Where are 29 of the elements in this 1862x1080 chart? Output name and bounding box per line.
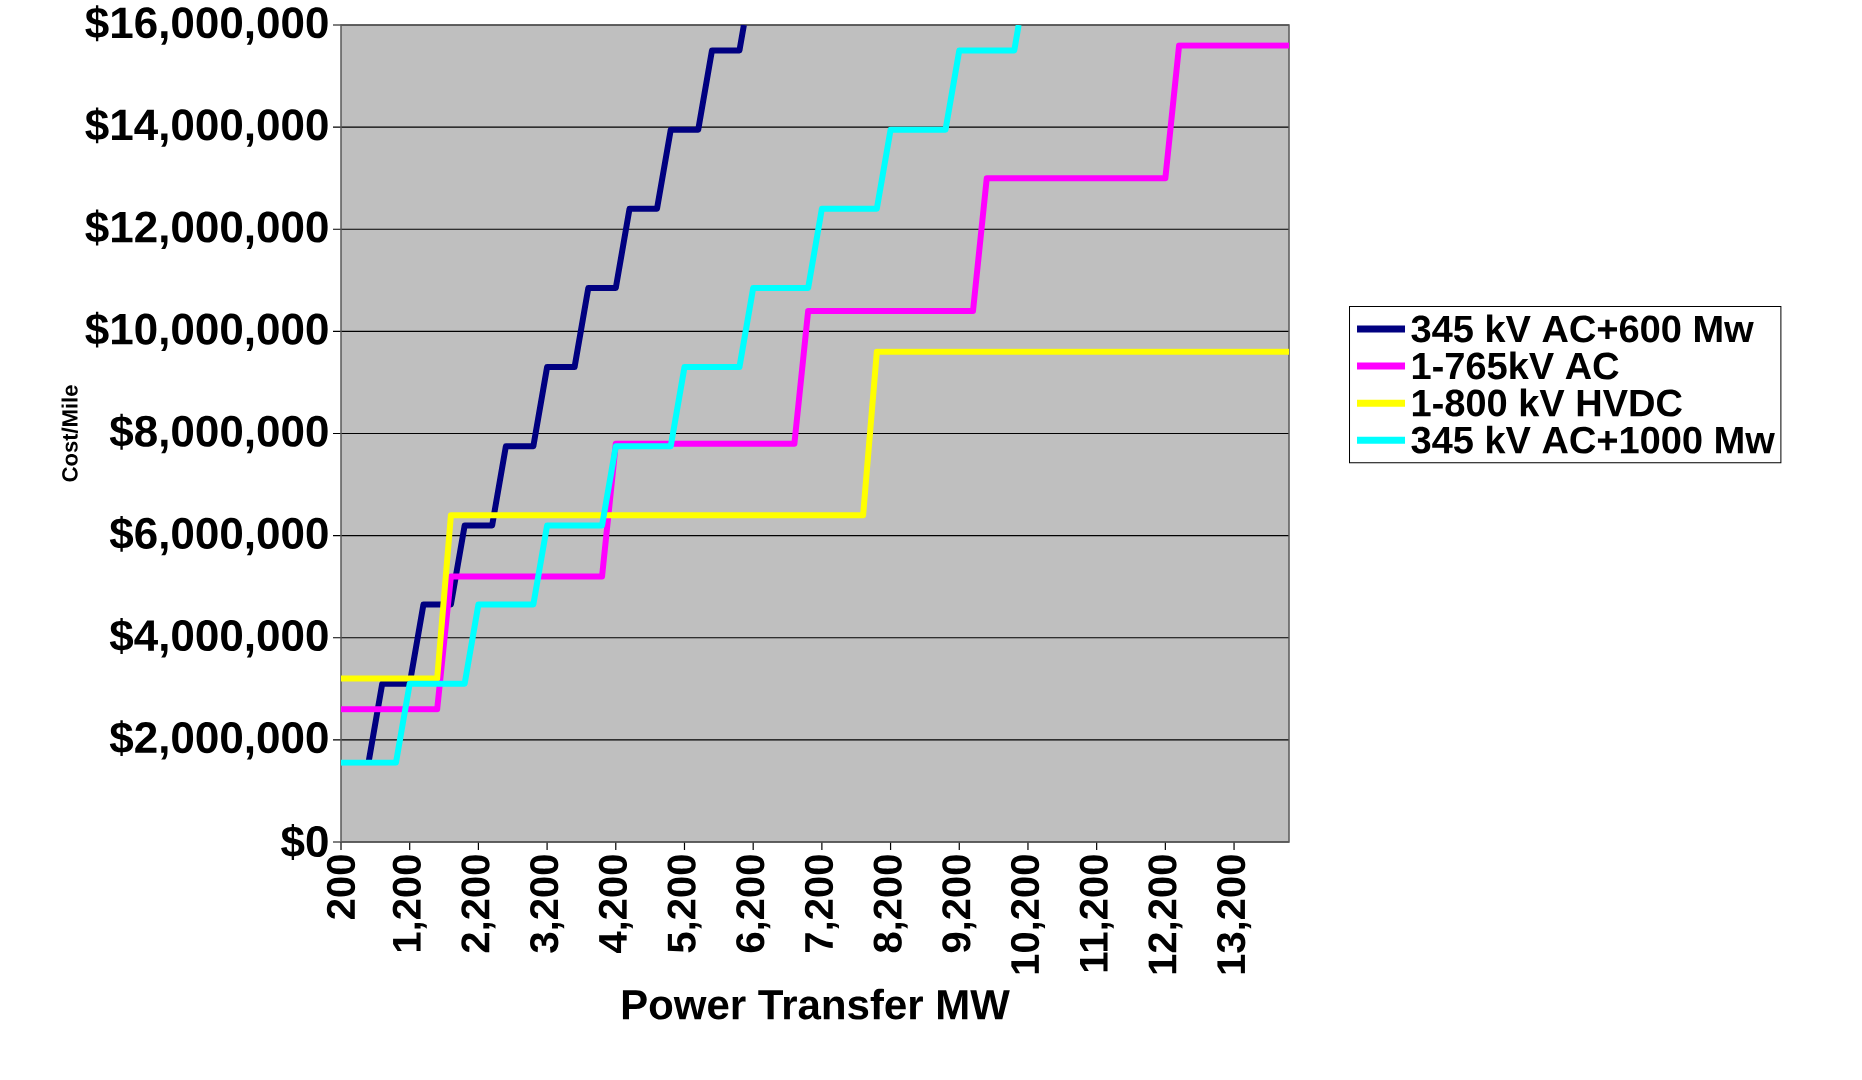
y-tick-label: $8,000,000 [109, 413, 328, 454]
y-tick-label: $0 [281, 824, 328, 860]
x-tick-label: 6,200 [736, 855, 771, 953]
y-axis-title: Cost/Mile [61, 385, 78, 482]
legend-label: 345 kV AC+600 Mw [1411, 314, 1754, 343]
x-tick-label: 200 [326, 855, 356, 919]
x-tick-label: 13,200 [1216, 855, 1252, 974]
y-tick-label: $12,000,000 [85, 209, 328, 249]
x-axis-title: Power Transfer MW [622, 988, 1010, 1020]
x-tick-label: 9,200 [942, 855, 977, 953]
y-tick-label: $6,000,000 [109, 515, 328, 556]
x-tick-label: 10,200 [1010, 855, 1046, 974]
y-tick-label: $14,000,000 [85, 107, 328, 147]
y-tick-label: $16,000,000 [85, 5, 328, 45]
legend-label: 345 kV AC+1000 Mw [1411, 425, 1775, 454]
x-tick-label: 3,200 [530, 855, 565, 953]
x-tick-label: 1,200 [392, 855, 427, 952]
y-tick-label: $10,000,000 [85, 311, 328, 352]
legend-label: 1-800 kV HVDC [1412, 388, 1682, 417]
x-tick-label: 12,200 [1148, 855, 1183, 974]
y-tick-label: $4,000,000 [109, 618, 328, 658]
legend-label: 1-765kV AC [1412, 351, 1619, 380]
x-tick-label: 8,200 [873, 855, 908, 953]
y-tick-label: $2,000,000 [109, 720, 328, 760]
x-tick-label: 7,200 [804, 855, 839, 952]
x-tick-label: 5,200 [667, 855, 702, 953]
x-tick-label: 2,200 [461, 855, 496, 953]
x-tick-label: 4,200 [598, 855, 633, 954]
x-tick-label: 11,200 [1079, 855, 1114, 972]
